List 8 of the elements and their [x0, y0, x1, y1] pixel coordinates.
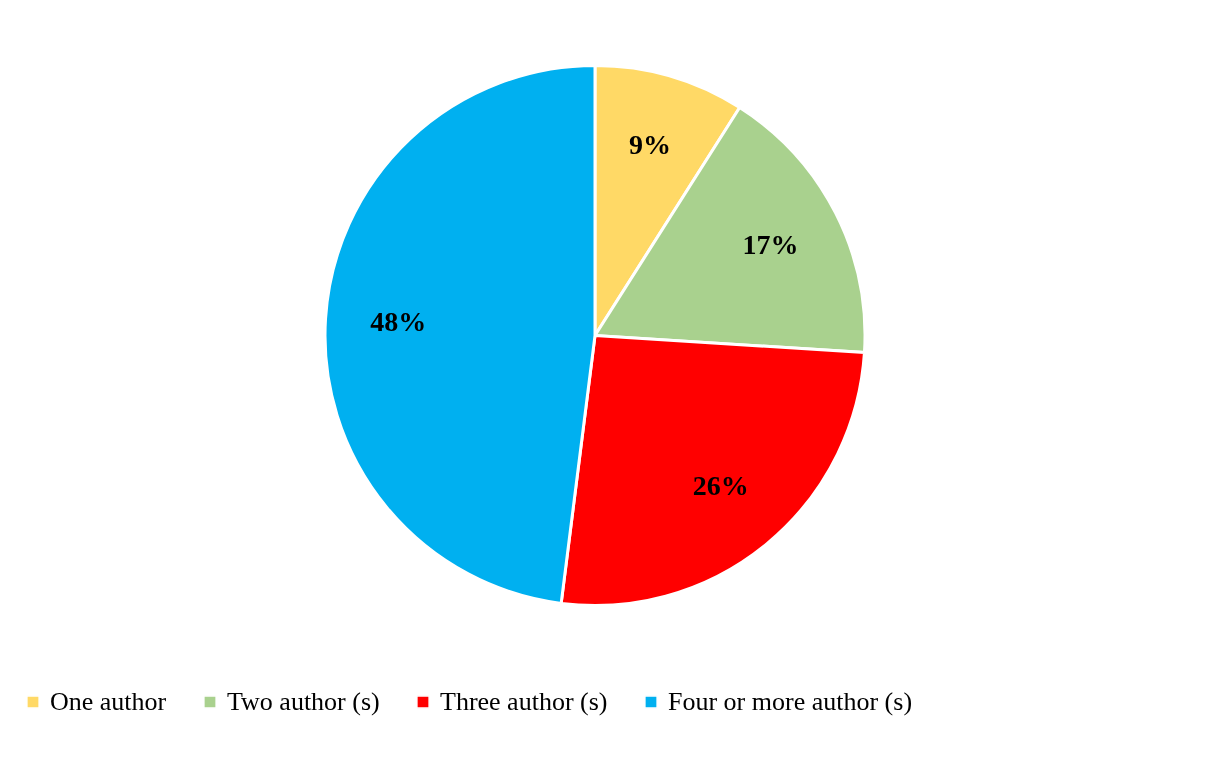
legend-label: Two author (s) [227, 687, 380, 716]
legend-label: Four or more author (s) [668, 687, 913, 716]
legend-label: Three author (s) [440, 687, 608, 716]
data-label: 26% [692, 470, 749, 502]
data-label: 48% [370, 306, 427, 338]
data-label: 17% [742, 229, 799, 261]
data-label: 9% [628, 129, 671, 161]
legend-label: One author [50, 687, 167, 716]
